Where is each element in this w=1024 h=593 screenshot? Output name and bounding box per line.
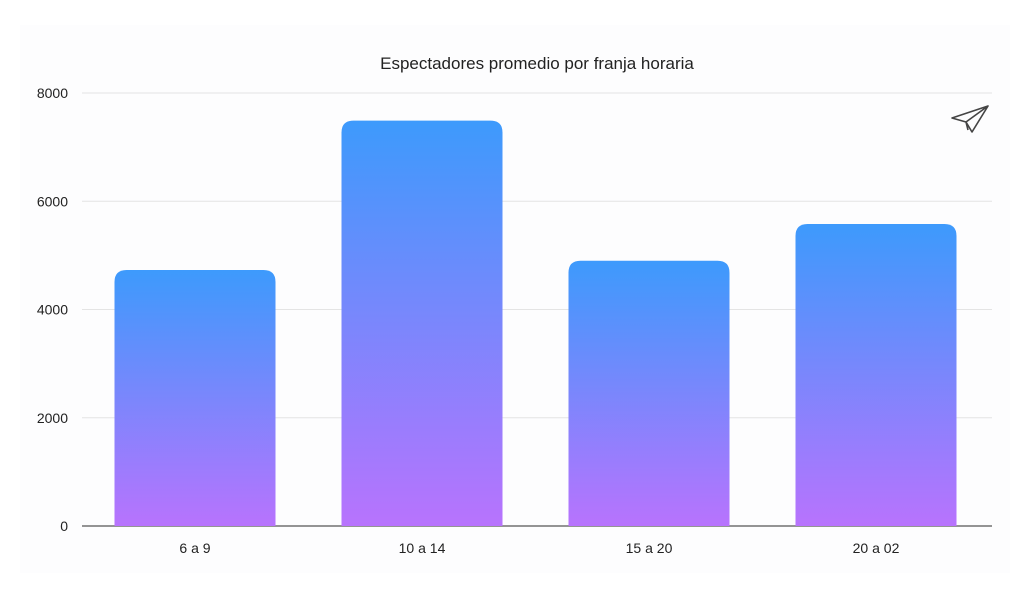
paper-plane-icon[interactable] <box>951 105 989 133</box>
y-tick-label: 4000 <box>37 302 68 318</box>
y-tick-label: 2000 <box>37 410 68 426</box>
bar-20-a-02 <box>795 223 957 527</box>
y-tick-label: 6000 <box>37 193 68 209</box>
x-tick-label: 15 a 20 <box>626 540 673 556</box>
chart-title: Espectadores promedio por franja horaria <box>380 54 694 73</box>
bar-15-a-20 <box>568 260 730 526</box>
x-tick-label: 6 a 9 <box>179 540 210 556</box>
x-tick-label: 10 a 14 <box>399 540 446 556</box>
y-tick-label: 8000 <box>37 85 68 101</box>
bar-10-a-14 <box>341 120 503 526</box>
y-tick-label: 0 <box>60 518 68 534</box>
x-tick-label: 20 a 02 <box>853 540 900 556</box>
bar-6-a-9 <box>114 269 276 526</box>
